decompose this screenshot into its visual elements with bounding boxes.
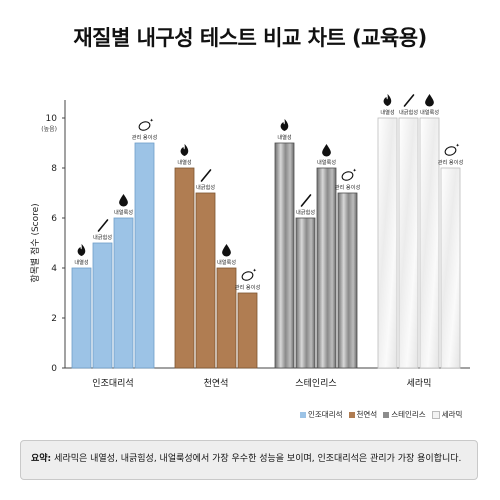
bar [419, 117, 440, 369]
bar-label: 내얼룩성 [217, 258, 236, 266]
summary-prefix: 요약: [31, 454, 52, 465]
bar-label: 관리 용이성 [235, 283, 261, 291]
flame-icon [77, 244, 86, 256]
drop-icon [119, 194, 128, 207]
sponge-icon [341, 171, 354, 181]
bar [377, 117, 398, 369]
legend-label: 인조대리석 [308, 410, 343, 419]
y-tick-label: 10 [46, 114, 58, 124]
legend-label: 세라믹 [441, 410, 463, 419]
bar [195, 192, 216, 369]
knife-icon [403, 94, 415, 107]
bar [316, 167, 337, 369]
bar-label: 내열성 [277, 133, 292, 141]
bar-label: 내열성 [380, 108, 395, 116]
legend-swatch [348, 411, 355, 418]
legend-swatch [431, 410, 440, 419]
category-label: 세라믹 [407, 377, 432, 389]
bar-label: 관리 용이성 [335, 183, 361, 191]
y-tick-label: 4 [51, 264, 57, 274]
drop-icon [425, 94, 434, 107]
bar [237, 292, 258, 369]
sparkle-icon: ✦ [353, 168, 357, 174]
bar-label: 내얼룩성 [420, 108, 439, 116]
flame-icon [180, 144, 189, 156]
legend-item: 세라믹 [431, 409, 463, 420]
flame-icon [280, 119, 289, 131]
sponge-icon [138, 121, 151, 131]
bar-label: 내열성 [74, 258, 89, 266]
bar-label: 내긁힘성 [93, 233, 112, 241]
knife-icon [97, 219, 109, 232]
bar-label: 내긁힘성 [196, 183, 215, 191]
legend-item: 인조대리석 [300, 409, 343, 420]
legend-swatch [300, 411, 306, 418]
bar [113, 217, 134, 369]
sponge-icon [444, 146, 457, 156]
bar [295, 217, 316, 369]
legend-item: 천연석 [348, 409, 378, 420]
y-tick-label: 8 [51, 164, 57, 174]
category-label: 스테인리스 [295, 378, 336, 389]
summary-box: 요약: 세라믹은 내열성, 내긁힘성, 내얼룩성에서 가장 우수한 성능을 보이… [20, 440, 478, 480]
bar-label: 내얼룩성 [114, 208, 133, 216]
bar [71, 267, 92, 369]
bar-label: 관리 용이성 [132, 133, 158, 141]
sparkle-icon: ✦ [253, 268, 257, 274]
y-tick-note: (높음) [41, 126, 57, 133]
chart-title: 재질별 내구성 테스트 비교 차트 (교육용) [73, 26, 427, 50]
bar [216, 267, 237, 369]
bar-label: 관리 용이성 [438, 158, 464, 166]
legend-swatch [383, 411, 390, 418]
flame-icon [383, 94, 392, 106]
sparkle-icon: ✦ [456, 143, 460, 149]
bar [398, 117, 419, 369]
drop-icon [222, 244, 231, 257]
legend-label: 스테인리스 [391, 410, 426, 419]
y-axis-label: 항목별 점수 (Score) [29, 203, 41, 282]
category-label: 인조대리석 [92, 378, 133, 389]
y-tick-label: 0 [51, 364, 57, 374]
bar-label: 내긁힘성 [296, 208, 315, 216]
sponge-icon [241, 271, 254, 281]
bar [274, 142, 295, 369]
legend-label: 천연석 [356, 410, 378, 419]
knife-icon [200, 169, 212, 182]
bar [92, 242, 113, 369]
bar [174, 167, 195, 369]
y-tick-label: 2 [51, 314, 57, 324]
summary-text: 세라믹은 내열성, 내긁힘성, 내얼룩성에서 가장 우수한 성능을 보이며, 인… [54, 454, 462, 465]
bar [440, 167, 461, 369]
drop-icon [322, 144, 331, 157]
bar [134, 142, 155, 369]
bar-label: 내긁힘성 [399, 108, 418, 116]
bar-label: 내얼룩성 [317, 158, 336, 166]
legend-item: 스테인리스 [383, 409, 426, 420]
knife-icon [300, 194, 312, 207]
legend: 인조대리석 천연석 스테인리스 세라믹 [300, 409, 462, 420]
y-tick-label: 6 [51, 214, 57, 224]
sparkle-icon: ✦ [150, 118, 154, 124]
bar-label: 내열성 [177, 158, 192, 166]
category-label: 천연석 [204, 378, 229, 389]
bar [337, 192, 358, 369]
